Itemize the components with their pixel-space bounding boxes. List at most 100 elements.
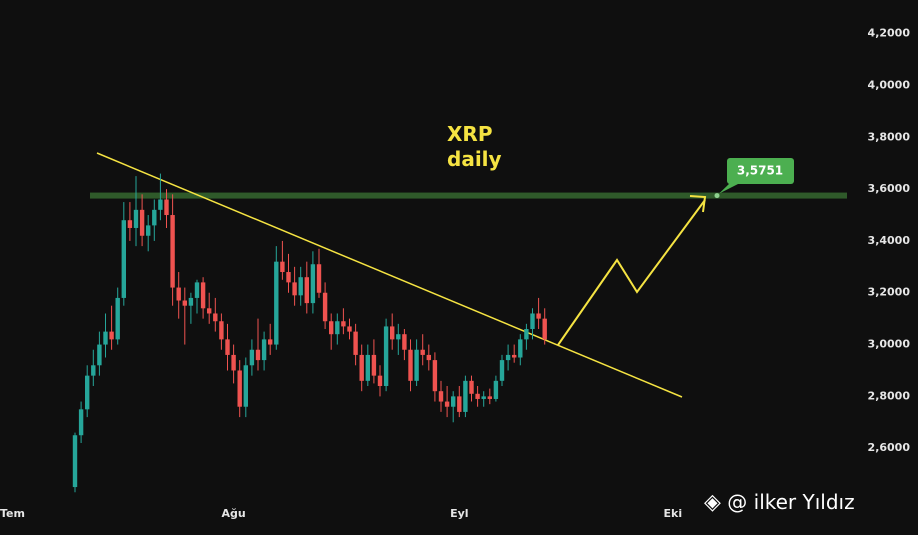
candle-body bbox=[225, 339, 230, 355]
candle-body bbox=[542, 318, 547, 340]
candle-body bbox=[481, 396, 486, 399]
candle-body bbox=[121, 220, 126, 298]
y-tick-label: 2,8000 bbox=[868, 389, 911, 402]
candle-body bbox=[512, 354, 517, 358]
candle-body bbox=[329, 321, 334, 335]
candle-body bbox=[103, 331, 108, 345]
candle-body bbox=[505, 354, 511, 361]
level-zone bbox=[90, 192, 847, 199]
trend-line bbox=[96, 152, 683, 398]
candle-body bbox=[133, 209, 139, 228]
candle-body bbox=[420, 349, 425, 355]
candle-body bbox=[444, 401, 450, 407]
candle-body bbox=[365, 354, 370, 381]
arrow-head bbox=[689, 195, 707, 213]
candle-body bbox=[518, 339, 523, 358]
candle-body bbox=[371, 354, 377, 376]
candle-body bbox=[115, 297, 120, 340]
watermark-text: @ ilker Yıldız bbox=[727, 490, 855, 514]
y-tick-label: 3,4000 bbox=[868, 234, 911, 247]
candle-body bbox=[146, 225, 151, 236]
candle-body bbox=[487, 396, 492, 399]
level-box bbox=[727, 158, 794, 184]
candle-body bbox=[457, 396, 462, 412]
candle-body bbox=[451, 396, 456, 407]
candle-body bbox=[396, 334, 401, 340]
candle-body bbox=[194, 282, 200, 298]
candle-body bbox=[182, 300, 187, 306]
candle-body bbox=[127, 220, 133, 228]
y-tick-label: 3,2000 bbox=[868, 286, 911, 299]
y-tick-label: 2,6000 bbox=[868, 441, 911, 454]
level-pointer bbox=[719, 183, 740, 194]
level-point bbox=[714, 193, 720, 199]
y-tick-label: 3,8000 bbox=[868, 130, 911, 143]
candle-body bbox=[499, 360, 505, 381]
candle-body bbox=[91, 365, 96, 376]
chart-title: XRP daily bbox=[447, 122, 502, 171]
candle-body bbox=[304, 277, 309, 304]
y-tick-label: 4,2000 bbox=[868, 27, 911, 40]
candle-body bbox=[536, 313, 541, 319]
candle-body bbox=[414, 349, 419, 381]
candle-body bbox=[237, 370, 242, 407]
candle-body bbox=[78, 409, 84, 436]
candle-body bbox=[213, 313, 218, 322]
candle-body bbox=[255, 349, 261, 361]
candle-body bbox=[347, 326, 352, 332]
x-tick-label: Ağu bbox=[221, 507, 245, 520]
candle-body bbox=[152, 209, 157, 226]
y-tick-label: 3,6000 bbox=[868, 182, 911, 195]
candle-body bbox=[158, 199, 163, 210]
y-tick-label: 4,0000 bbox=[868, 78, 911, 91]
candle-body bbox=[261, 339, 267, 361]
candle-body bbox=[463, 380, 468, 412]
candle-body bbox=[292, 282, 297, 296]
x-tick-label: Tem bbox=[0, 507, 25, 520]
candle-body bbox=[383, 326, 389, 387]
x-tick-label: Eki bbox=[663, 507, 682, 520]
candle-body bbox=[109, 331, 114, 340]
candle-body bbox=[286, 272, 291, 283]
candle-body bbox=[219, 321, 224, 340]
candle-body bbox=[280, 261, 285, 273]
candle-body bbox=[341, 321, 346, 327]
projection bbox=[557, 199, 706, 346]
x-tick-label: Eyl bbox=[450, 507, 468, 520]
candle-body bbox=[188, 297, 194, 306]
candle-body bbox=[176, 287, 181, 301]
candle-body bbox=[274, 261, 279, 345]
candle-body bbox=[359, 354, 364, 381]
candle-body bbox=[432, 360, 438, 392]
candle-body bbox=[426, 354, 431, 361]
candle-body bbox=[322, 292, 328, 322]
candle-body bbox=[207, 308, 212, 314]
candle-body bbox=[377, 375, 383, 387]
candle-body bbox=[469, 380, 474, 394]
candle-body bbox=[493, 380, 499, 399]
candle-body bbox=[390, 326, 395, 340]
candle-body bbox=[268, 339, 273, 345]
candle-body bbox=[85, 375, 90, 410]
level-label: 3,5751 bbox=[737, 164, 783, 178]
candle-body bbox=[298, 277, 303, 296]
candle-body bbox=[249, 349, 255, 366]
candle-body bbox=[97, 344, 102, 366]
y-tick-label: 3,0000 bbox=[868, 338, 911, 351]
candle-body bbox=[139, 209, 145, 236]
candle-body bbox=[310, 264, 316, 304]
candle-body bbox=[170, 215, 175, 288]
candle-body bbox=[200, 282, 206, 309]
candle-body bbox=[164, 199, 169, 216]
candle-body bbox=[231, 354, 236, 371]
candle-body bbox=[408, 349, 413, 381]
candle-body bbox=[475, 393, 480, 399]
candle-body bbox=[335, 321, 340, 335]
candle-body bbox=[402, 334, 407, 350]
candle-body bbox=[72, 435, 78, 488]
candle-body bbox=[316, 264, 322, 293]
candle-body bbox=[524, 329, 529, 340]
candle-body bbox=[243, 365, 248, 407]
